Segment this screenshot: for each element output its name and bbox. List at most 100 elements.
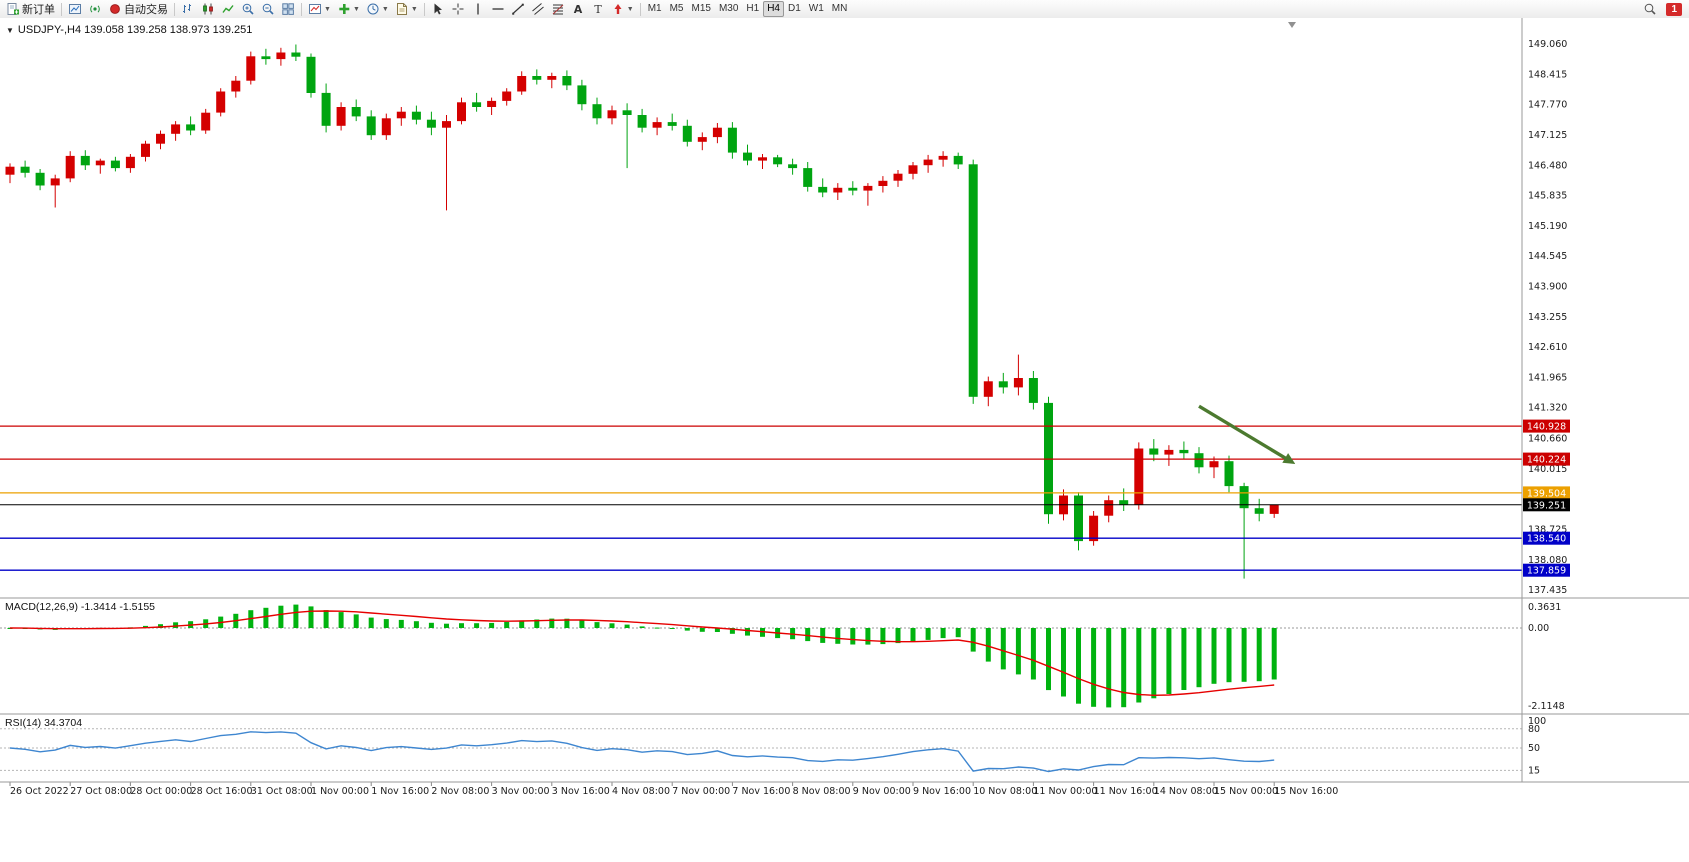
svg-text:31 Oct 08:00: 31 Oct 08:00	[251, 786, 313, 797]
svg-text:137.435: 137.435	[1528, 585, 1567, 596]
svg-text:138.540: 138.540	[1527, 534, 1566, 545]
line-chart-button[interactable]	[218, 0, 238, 18]
label-tool-button[interactable]: T	[588, 0, 608, 18]
text-tool-button[interactable]: A	[568, 0, 588, 18]
svg-text:147.125: 147.125	[1528, 130, 1567, 141]
svg-text:148.415: 148.415	[1528, 69, 1567, 80]
price-axis-labels: 149.060 148.415 147.770 147.125 146.480 145.8…	[1528, 39, 1567, 596]
fibonacci-tool-button[interactable]	[548, 0, 568, 18]
add-indicator-button[interactable]: ▼	[334, 0, 363, 18]
price-axis[interactable]	[1522, 18, 1689, 782]
svg-text:141.965: 141.965	[1528, 372, 1567, 383]
macd-indicator-label: MACD(12,26,9) -1.3414 -1.5155	[5, 601, 155, 613]
svg-text:138.080: 138.080	[1528, 555, 1567, 566]
svg-text:149.060: 149.060	[1528, 39, 1567, 50]
add-indicator-icon	[339, 4, 350, 14]
horizontal-line[interactable]: 140.224	[0, 452, 1570, 466]
timeframe-mn[interactable]: MN	[831, 3, 848, 14]
search-button[interactable]	[1640, 0, 1660, 18]
svg-text:141.320: 141.320	[1528, 403, 1567, 414]
tile-windows-icon	[282, 3, 294, 15]
one-click-trading-toggle-icon[interactable]: ▼	[6, 25, 14, 35]
svg-text:143.900: 143.900	[1528, 282, 1567, 293]
trendline-tool-button[interactable]	[508, 0, 528, 18]
new-order-button[interactable]: 新订单	[3, 0, 58, 18]
search-icon	[1645, 3, 1657, 15]
horizontal-line[interactable]: 138.540	[0, 531, 1570, 545]
annotation-arrow[interactable]	[1198, 404, 1296, 464]
cursor-tool-button[interactable]	[428, 0, 448, 18]
svg-text:50: 50	[1528, 743, 1540, 754]
indicator-list-button[interactable]: ▼	[305, 0, 334, 18]
svg-text:0.00: 0.00	[1528, 623, 1549, 634]
template-button[interactable]: ▼	[392, 0, 421, 18]
chart-window[interactable]: 149.060 148.415 147.770 147.125 146.480 145.8…	[0, 18, 1689, 862]
notification-badge[interactable]: 1	[1666, 2, 1682, 16]
svg-text:1 Nov 16:00: 1 Nov 16:00	[371, 786, 429, 797]
timeframe-m5[interactable]: M5	[669, 3, 684, 14]
horizontal-line[interactable]: 139.504	[0, 486, 1570, 500]
svg-text:11 Nov 00:00: 11 Nov 00:00	[1033, 786, 1097, 797]
svg-text:26 Oct 2022: 26 Oct 2022	[10, 786, 69, 797]
auto-trading-button[interactable]: 自动交易	[105, 0, 171, 18]
svg-text:3 Nov 00:00: 3 Nov 00:00	[492, 786, 550, 797]
timeframe-m30[interactable]: M30	[718, 3, 739, 14]
timeframe-h4[interactable]: H4	[763, 1, 784, 17]
candles	[5, 44, 1279, 579]
candlestick-chart-icon	[203, 3, 213, 15]
charts-button[interactable]	[65, 0, 85, 18]
cursor-icon	[434, 3, 442, 15]
svg-text:10 Nov 08:00: 10 Nov 08:00	[973, 786, 1037, 797]
time-axis[interactable]	[0, 782, 1689, 802]
zoom-in-button[interactable]	[238, 0, 258, 18]
timeframe-h1[interactable]: H1	[746, 3, 760, 14]
svg-text:0.3631: 0.3631	[1528, 602, 1561, 613]
chart-shift-marker[interactable]	[1288, 22, 1296, 28]
svg-text:15 Nov 00:00: 15 Nov 00:00	[1214, 786, 1278, 797]
period-button[interactable]: ▼	[363, 0, 392, 18]
template-icon	[396, 3, 407, 15]
arrows-tool-button[interactable]: ▼	[608, 0, 637, 18]
vertical-line-tool-button[interactable]	[468, 0, 488, 18]
chart-title: ▼ USDJPY-,H4 139.058 139.258 138.973 139…	[6, 24, 252, 36]
broadcast-icon	[90, 5, 100, 13]
svg-text:A: A	[573, 3, 582, 16]
svg-text:140.660: 140.660	[1528, 434, 1567, 445]
toolbar: 新订单 自动交易 ▼ ▼ ▼ ▼	[0, 0, 1689, 19]
auto-trading-label: 自动交易	[124, 4, 168, 16]
svg-text:140.224: 140.224	[1527, 455, 1566, 466]
timeframe-m1[interactable]: M1	[647, 3, 662, 14]
timeframe-d1[interactable]: D1	[788, 3, 801, 14]
trendline-icon	[511, 3, 524, 15]
candlestick-chart-button[interactable]	[198, 0, 218, 18]
macd-panel: 0.3631 0.00 -2.1148	[0, 602, 1565, 712]
time-axis-labels: 26 Oct 202227 Oct 08:0028 Oct 00:0028 Oc…	[9, 782, 1338, 797]
svg-text:28 Oct 16:00: 28 Oct 16:00	[191, 786, 253, 797]
zoom-out-button[interactable]	[258, 0, 278, 18]
timeframe-m15[interactable]: M15	[691, 3, 711, 14]
svg-text:142.610: 142.610	[1528, 342, 1567, 353]
tile-windows-button[interactable]	[278, 0, 298, 18]
chart-canvas[interactable]: 149.060 148.415 147.770 147.125 146.480 145.8…	[0, 18, 1689, 862]
horizontal-line[interactable]: 137.859	[0, 563, 1570, 577]
horizontal-line[interactable]: 140.928	[0, 419, 1570, 433]
bar-chart-button[interactable]	[178, 0, 198, 18]
signals-button[interactable]	[85, 0, 105, 18]
rsi-panel: 10080 50 15	[0, 716, 1546, 776]
chart-window-icon	[69, 4, 81, 14]
rsi-indicator-label: RSI(14) 34.3704	[5, 717, 83, 729]
svg-text:137.859: 137.859	[1527, 566, 1566, 577]
timeframe-w1[interactable]: W1	[808, 3, 824, 14]
indicator-list-icon	[309, 4, 321, 14]
svg-text:145.835: 145.835	[1528, 191, 1567, 202]
chevron-down-icon: ▼	[410, 5, 418, 13]
svg-text:11 Nov 16:00: 11 Nov 16:00	[1094, 786, 1158, 797]
fibonacci-icon	[552, 4, 564, 15]
crosshair-tool-button[interactable]	[448, 0, 468, 18]
channel-tool-button[interactable]	[528, 0, 548, 18]
svg-text:139.504: 139.504	[1527, 488, 1566, 499]
toolbar-separator	[423, 2, 425, 16]
horizontal-line-tool-button[interactable]	[488, 0, 508, 18]
current-price-line: 139.251	[0, 498, 1570, 512]
new-order-icon	[7, 3, 19, 15]
